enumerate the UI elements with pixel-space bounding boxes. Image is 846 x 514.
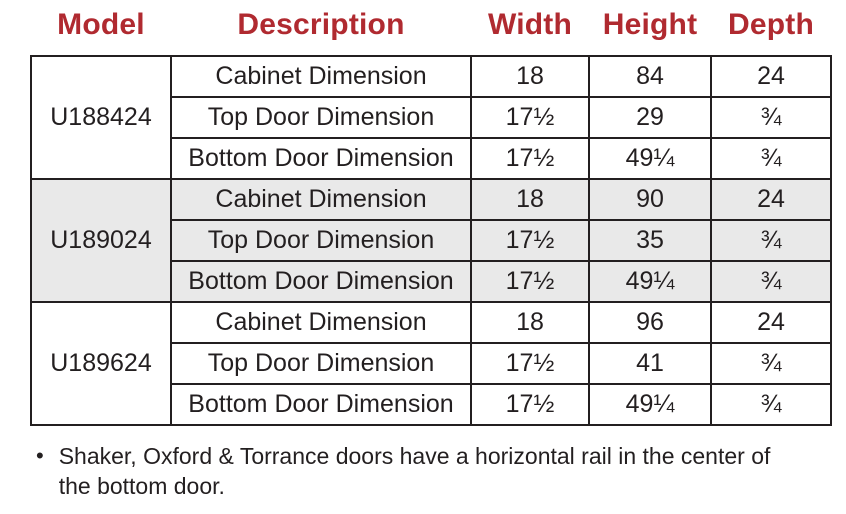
description-cell: Bottom Door Dimension [170, 260, 472, 303]
depth-cell: ¾ [710, 96, 832, 139]
height-cell: 90 [588, 178, 712, 221]
width-cell: 18 [470, 301, 590, 344]
model-cell-u189024: U189024 [30, 178, 172, 303]
depth-cell: ¾ [710, 383, 832, 426]
height-cell: 35 [588, 219, 712, 262]
footnote-text: Shaker, Oxford & Torrance doors have a h… [58, 443, 771, 499]
depth-cell: ¾ [710, 260, 832, 303]
height-cell: 41 [588, 342, 712, 385]
table-row: Top Door Dimension 17½ 29 ¾ [31, 96, 832, 139]
model-cell-u188424: U188424 [30, 55, 172, 180]
description-cell: Cabinet Dimension [170, 178, 472, 221]
width-cell: 17½ [470, 260, 590, 303]
depth-cell: 24 [710, 178, 832, 221]
table-row: Top Door Dimension 17½ 41 ¾ [31, 342, 832, 385]
width-cell: 17½ [470, 383, 590, 426]
height-cell: 49¼ [588, 260, 712, 303]
width-cell: 17½ [470, 137, 590, 180]
description-cell: Bottom Door Dimension [170, 137, 472, 180]
height-cell: 29 [588, 96, 712, 139]
table-row: U188424 Cabinet Dimension 18 84 24 [30, 55, 832, 180]
description-cell: Cabinet Dimension [170, 55, 472, 98]
depth-cell: ¾ [710, 137, 832, 180]
width-cell: 17½ [470, 219, 590, 262]
footnote: • Shaker, Oxford & Torrance doors have a… [36, 441, 846, 501]
depth-cell: 24 [710, 301, 832, 344]
column-header-model: Model [57, 7, 145, 41]
table-row: Bottom Door Dimension 17½ 49¼ ¾ [31, 137, 832, 180]
column-header-width: Width [487, 7, 573, 41]
column-header-depth: Depth [728, 7, 814, 41]
depth-cell: 24 [710, 55, 832, 98]
height-cell: 96 [588, 301, 712, 344]
table-row: Bottom Door Dimension 17½ 49¼ ¾ [31, 260, 832, 303]
description-cell: Top Door Dimension [170, 219, 472, 262]
width-cell: 18 [470, 178, 590, 221]
description-cell: Top Door Dimension [170, 96, 472, 139]
model-cell-u189624: U189624 [30, 301, 172, 426]
width-cell: 17½ [470, 342, 590, 385]
description-cell: Bottom Door Dimension [170, 383, 472, 426]
description-cell: Top Door Dimension [170, 342, 472, 385]
width-cell: 17½ [470, 96, 590, 139]
height-cell: 84 [588, 55, 712, 98]
table-header-row: Model Description Width Height Depth [31, 0, 831, 56]
description-cell: Cabinet Dimension [170, 301, 472, 344]
height-cell: 49¼ [588, 137, 712, 180]
table-row: Bottom Door Dimension 17½ 49¼ ¾ [31, 383, 832, 426]
column-header-description: Description [237, 7, 405, 41]
table-row: Top Door Dimension 17½ 35 ¾ [31, 219, 832, 262]
bullet-icon: • [36, 443, 44, 468]
dimensions-table: Model Description Width Height Depth U18… [30, 0, 832, 426]
depth-cell: ¾ [710, 342, 832, 385]
width-cell: 18 [470, 55, 590, 98]
depth-cell: ¾ [710, 219, 832, 262]
table-row: U189024 Cabinet Dimension 18 90 24 [30, 178, 832, 303]
table-row: U189624 Cabinet Dimension 18 96 24 [30, 301, 832, 426]
column-header-height: Height [602, 7, 698, 41]
height-cell: 49¼ [588, 383, 712, 426]
